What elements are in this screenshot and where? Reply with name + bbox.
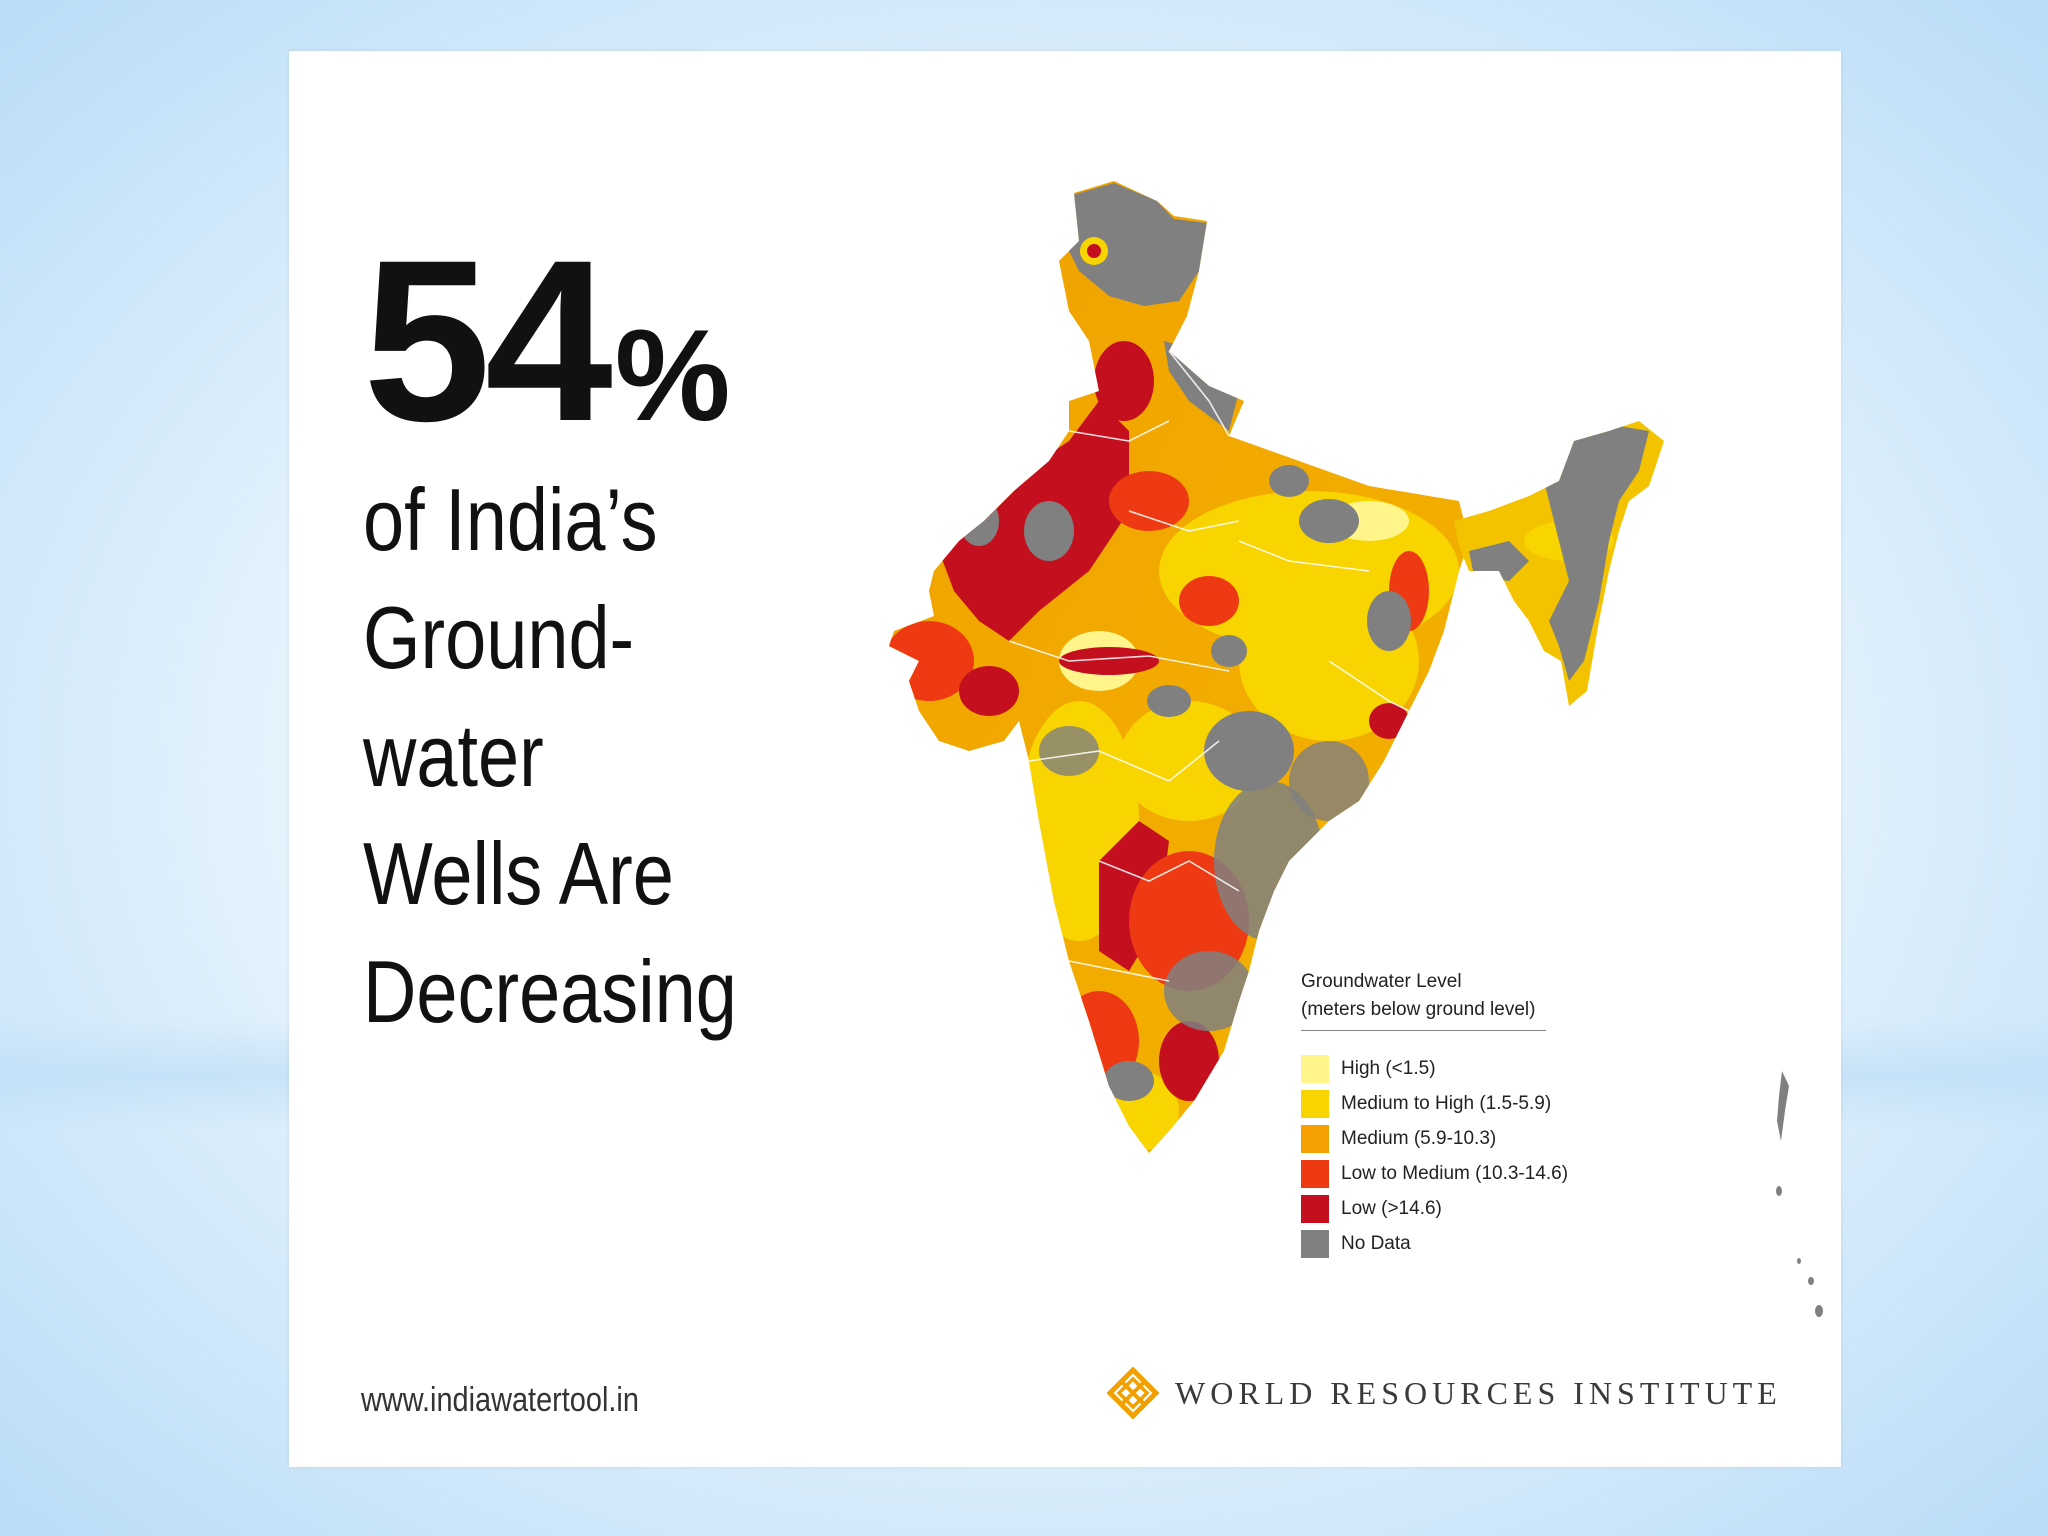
legend-label: Low (>14.6) [1341, 1197, 1442, 1219]
legend-item: Low (>14.6) [1301, 1191, 1568, 1226]
subtitle-line: Ground- [363, 588, 635, 687]
headline-subtitle: of India’s Ground- water Wells Are Decre… [363, 461, 737, 1051]
subtitle-line: water [363, 706, 544, 805]
organization-branding: WORLD RESOURCES INSTITUTE [1107, 1367, 1782, 1419]
legend-label: Medium (5.9-10.3) [1341, 1127, 1497, 1149]
subtitle-line: of India’s [363, 470, 658, 569]
world-resources-institute-logo-icon [1107, 1367, 1159, 1419]
infographic-card: 54% of India’s Ground- water Wells Are D… [289, 51, 1841, 1467]
legend-swatch [1301, 1159, 1329, 1188]
legend-swatch [1301, 1124, 1329, 1153]
legend-divider [1301, 1030, 1546, 1031]
india-groundwater-map [889, 181, 1823, 1317]
legend-label: Low to Medium (10.3-14.6) [1341, 1162, 1569, 1184]
headline-number: 54 [363, 212, 613, 469]
legend-item: Low to Medium (10.3-14.6) [1301, 1156, 1568, 1191]
legend-subtitle: (meters below ground level) [1301, 999, 1536, 1020]
legend-swatch [1301, 1089, 1329, 1118]
legend-title: Groundwater Level [1301, 971, 1462, 992]
map-legend: Groundwater Level (meters below ground l… [1301, 968, 1568, 1261]
legend-label: No Data [1341, 1232, 1411, 1254]
legend-swatch [1301, 1229, 1329, 1258]
legend-item: High (<1.5) [1301, 1051, 1568, 1086]
organization-name: WORLD RESOURCES INSTITUTE [1175, 1374, 1782, 1411]
legend-item: Medium (5.9-10.3) [1301, 1121, 1568, 1156]
legend-item: No Data [1301, 1226, 1568, 1261]
subtitle-line: Wells Are [363, 824, 674, 923]
legend-swatch [1301, 1194, 1329, 1223]
subtitle-line: Decreasing [363, 942, 737, 1041]
legend-swatch [1301, 1054, 1329, 1083]
source-url-link[interactable]: www.indiawatertool.in [361, 1381, 639, 1419]
legend-label: High (<1.5) [1341, 1057, 1436, 1079]
legend-label: Medium to High (1.5-5.9) [1341, 1092, 1552, 1114]
legend-items: High (<1.5) Medium to High (1.5-5.9) Med… [1301, 1051, 1568, 1261]
headline-statistic: 54% [363, 226, 730, 456]
legend-item: Medium to High (1.5-5.9) [1301, 1086, 1568, 1121]
headline-percent-sign: % [614, 302, 731, 448]
